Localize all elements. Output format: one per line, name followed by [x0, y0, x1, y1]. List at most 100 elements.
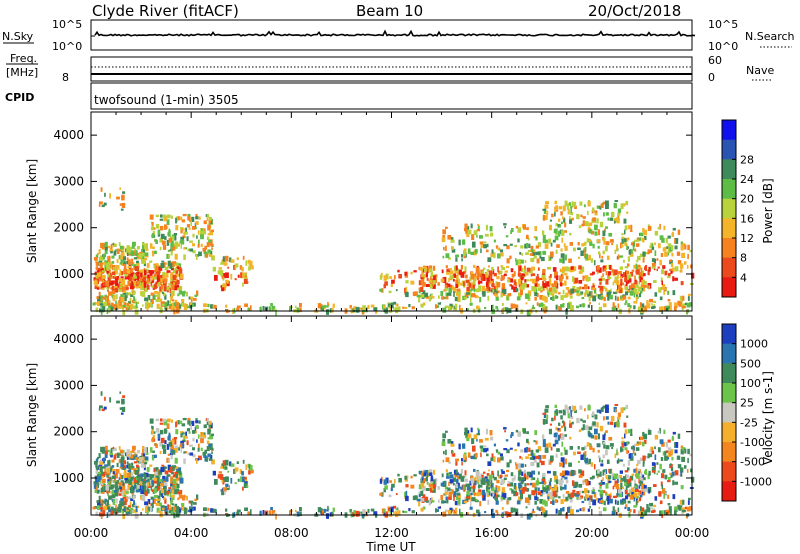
- echo-cell: [506, 258, 510, 264]
- echo-cell: [554, 412, 557, 416]
- echo-cell: [229, 257, 232, 263]
- echo-cell: [617, 475, 620, 479]
- echo-cell: [602, 477, 604, 481]
- echo-cell: [120, 254, 124, 260]
- echo-cell: [644, 305, 648, 312]
- freq-frame: [90, 56, 693, 82]
- echo-cell: [643, 284, 647, 288]
- echo-cell: [567, 493, 572, 498]
- echo-cell: [509, 482, 514, 487]
- echo-cell: [626, 211, 629, 214]
- echo-cell: [682, 305, 686, 309]
- echo-cell: [590, 496, 593, 502]
- echo-cell: [491, 487, 495, 492]
- echo-cell: [411, 306, 415, 310]
- echo-cell: [517, 442, 520, 447]
- echo-cell: [196, 254, 198, 260]
- echo-cell: [237, 478, 240, 482]
- echo-cell: [609, 239, 614, 243]
- echo-cell: [186, 239, 189, 242]
- echo-cell: [459, 486, 461, 489]
- echo-cell: [141, 283, 144, 287]
- echo-cell: [438, 499, 440, 503]
- echo-cell: [564, 458, 567, 465]
- echo-cell: [566, 407, 570, 414]
- echo-cell: [500, 294, 503, 298]
- echo-cell: [129, 452, 131, 457]
- velocity-y-axis-label: Slant Range [km]: [25, 363, 39, 467]
- echo-cell: [184, 435, 188, 439]
- echo-cell: [624, 470, 629, 473]
- echo-cell: [485, 224, 488, 231]
- echo-cell: [558, 292, 561, 295]
- echo-cell: [153, 227, 156, 230]
- echo-cell: [221, 275, 224, 279]
- echo-cell: [100, 475, 104, 478]
- echo-cell: [614, 220, 616, 224]
- echo-cell: [626, 270, 629, 275]
- echo-cell: [157, 486, 161, 490]
- echo-cell: [177, 447, 180, 451]
- echo-cell: [118, 491, 122, 496]
- echo-cell: [137, 505, 140, 508]
- echo-cell: [474, 476, 477, 482]
- echo-cell: [544, 296, 548, 303]
- echo-cell: [170, 482, 174, 488]
- echo-cell: [130, 303, 134, 310]
- echo-cell: [545, 510, 548, 516]
- echo-cell: [620, 486, 624, 489]
- echo-cell: [605, 430, 608, 433]
- echo-cell: [222, 276, 225, 281]
- echo-cell: [186, 428, 190, 432]
- echo-cell: [490, 493, 494, 497]
- echo-cell: [493, 476, 497, 481]
- echo-cell: [537, 456, 541, 459]
- echo-cell: [118, 446, 121, 450]
- echo-cell: [97, 505, 100, 511]
- echo-cell: [373, 307, 378, 312]
- echo-cell: [142, 249, 146, 253]
- echo-cell: [429, 487, 433, 493]
- echo-cell: [670, 467, 674, 471]
- echo-cell: [142, 242, 145, 246]
- echo-cell: [127, 511, 130, 514]
- echo-cell: [477, 429, 480, 435]
- echo-cell: [575, 290, 580, 293]
- echo-cell: [117, 302, 121, 309]
- echo-cell: [590, 292, 593, 298]
- echo-cell: [570, 206, 573, 209]
- echo-cell: [636, 259, 639, 263]
- echo-cell: [555, 304, 558, 310]
- echo-cell: [364, 307, 368, 311]
- echo-cell: [552, 471, 557, 476]
- echo-cell: [166, 287, 170, 291]
- echo-cell: [542, 234, 546, 240]
- echo-cell: [462, 239, 466, 245]
- echo-cell: [597, 471, 602, 477]
- echo-cell: [102, 262, 106, 265]
- echo-cell: [630, 434, 633, 436]
- echo-cell: [678, 505, 683, 511]
- echo-cell: [437, 486, 440, 490]
- echo-cell: [419, 266, 422, 271]
- echo-cell: [196, 494, 199, 500]
- echo-cell: [160, 214, 163, 218]
- echo-cell: [635, 284, 639, 288]
- colorbar-tick-label: -100: [740, 436, 765, 449]
- echo-cell: [569, 420, 571, 424]
- echo-cell: [654, 242, 656, 246]
- echo-cell: [663, 290, 666, 295]
- echo-cell: [607, 294, 610, 301]
- echo-cell: [160, 301, 163, 308]
- echo-cell: [627, 279, 630, 284]
- echo-cell: [152, 455, 154, 461]
- echo-cell: [116, 196, 120, 200]
- echo-cell: [560, 304, 563, 308]
- echo-cell: [151, 280, 154, 284]
- echo-cell: [680, 281, 684, 286]
- echo-cell: [144, 252, 149, 257]
- echo-cell: [535, 449, 539, 453]
- echo-cell: [93, 484, 96, 489]
- echo-cell: [327, 505, 329, 511]
- echo-cell: [664, 510, 666, 515]
